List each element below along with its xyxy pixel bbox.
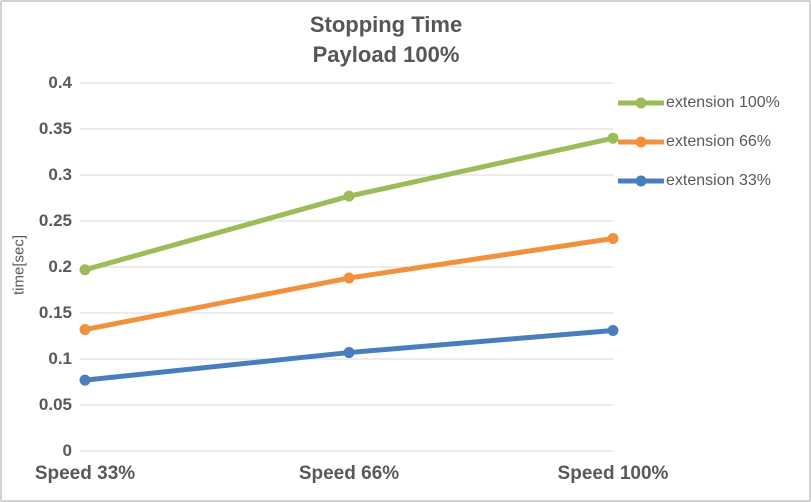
y-tick-label: 0.25 — [38, 211, 72, 230]
legend-marker-icon — [618, 175, 664, 186]
data-point-marker — [343, 190, 355, 202]
y-tick-label: 0.2 — [48, 257, 72, 276]
legend-marker-icon — [618, 136, 664, 147]
y-tick-label: 0.3 — [48, 165, 72, 184]
data-point-marker — [607, 324, 619, 336]
data-point-marker — [343, 347, 355, 359]
data-point-marker — [607, 232, 619, 244]
legend: extension 100% extension 66% extension 33% — [618, 83, 780, 200]
x-tick-label: Speed 100% — [557, 463, 669, 484]
chart-title: Stopping Time Payload 100% — [310, 10, 462, 70]
data-point-marker — [79, 324, 91, 336]
x-tick-label: Speed 66% — [298, 463, 400, 484]
y-tick-label: 0.1 — [48, 349, 72, 368]
series-line — [82, 235, 616, 333]
legend-marker-icon — [618, 97, 664, 108]
legend-item: extension 100% — [618, 83, 780, 122]
y-tick-label: 0.4 — [48, 73, 72, 92]
legend-label: extension 100% — [666, 93, 780, 111]
chart-title-line1: Stopping Time — [309, 12, 463, 37]
legend-label: extension 66% — [666, 132, 771, 150]
x-tick-label: Speed 33% — [34, 463, 136, 484]
y-tick-label: 0.35 — [38, 119, 72, 138]
data-point-marker — [79, 264, 91, 276]
data-point-marker — [607, 132, 619, 144]
legend-label: extension 33% — [666, 171, 771, 189]
data-point-marker — [79, 374, 91, 386]
y-tick-label: 0.05 — [38, 395, 72, 414]
legend-item: extension 66% — [618, 122, 780, 161]
data-point-marker — [343, 272, 355, 284]
chart-title-line2: Payload 100% — [312, 42, 460, 67]
legend-item: extension 33% — [618, 161, 780, 200]
y-tick-label: 0 — [62, 441, 72, 460]
y-tick-label: 0.15 — [38, 303, 72, 322]
